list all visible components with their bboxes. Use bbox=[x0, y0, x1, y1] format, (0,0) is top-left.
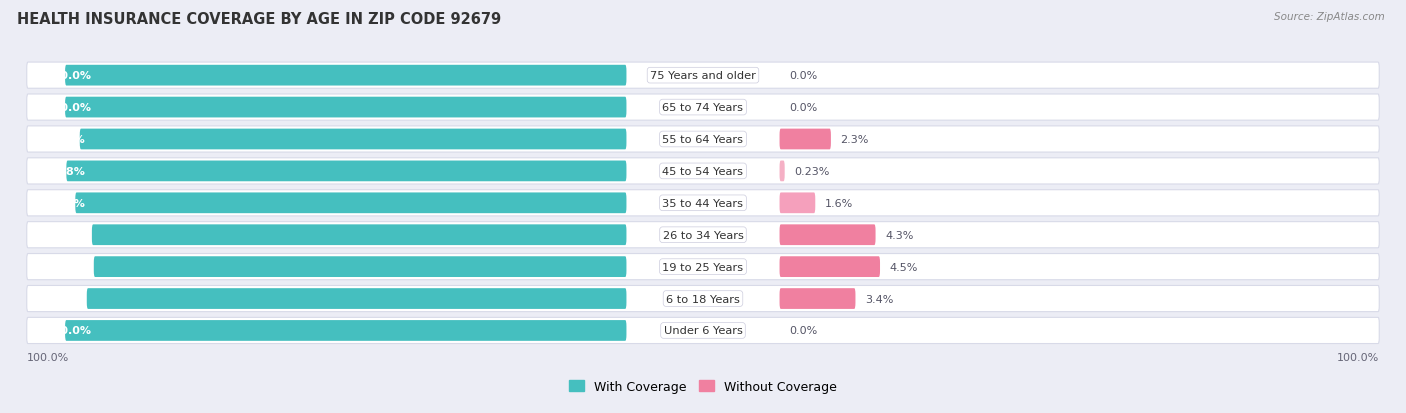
FancyBboxPatch shape bbox=[27, 159, 1379, 185]
Text: 4.5%: 4.5% bbox=[890, 262, 918, 272]
FancyBboxPatch shape bbox=[779, 193, 815, 214]
Text: 75 Years and older: 75 Years and older bbox=[650, 71, 756, 81]
Text: 97.7%: 97.7% bbox=[46, 135, 84, 145]
Text: 45 to 54 Years: 45 to 54 Years bbox=[662, 166, 744, 176]
Text: 0.23%: 0.23% bbox=[794, 166, 830, 176]
Text: 26 to 34 Years: 26 to 34 Years bbox=[662, 230, 744, 240]
FancyBboxPatch shape bbox=[65, 66, 627, 86]
Text: 95.5%: 95.5% bbox=[46, 262, 84, 272]
FancyBboxPatch shape bbox=[91, 225, 627, 245]
Text: 6 to 18 Years: 6 to 18 Years bbox=[666, 294, 740, 304]
FancyBboxPatch shape bbox=[66, 161, 627, 182]
FancyBboxPatch shape bbox=[65, 320, 627, 341]
Text: 4.3%: 4.3% bbox=[886, 230, 914, 240]
FancyBboxPatch shape bbox=[27, 95, 1379, 121]
Text: 99.8%: 99.8% bbox=[46, 166, 84, 176]
Text: 100.0%: 100.0% bbox=[1337, 352, 1379, 362]
FancyBboxPatch shape bbox=[779, 161, 785, 182]
FancyBboxPatch shape bbox=[27, 190, 1379, 216]
Text: 95.8%: 95.8% bbox=[46, 230, 84, 240]
FancyBboxPatch shape bbox=[94, 256, 627, 278]
Text: 98.4%: 98.4% bbox=[46, 198, 84, 208]
FancyBboxPatch shape bbox=[65, 97, 627, 118]
FancyBboxPatch shape bbox=[87, 288, 627, 309]
FancyBboxPatch shape bbox=[27, 286, 1379, 312]
Text: 0.0%: 0.0% bbox=[789, 326, 817, 336]
FancyBboxPatch shape bbox=[80, 129, 627, 150]
Text: Under 6 Years: Under 6 Years bbox=[664, 326, 742, 336]
Text: Source: ZipAtlas.com: Source: ZipAtlas.com bbox=[1274, 12, 1385, 22]
FancyBboxPatch shape bbox=[27, 127, 1379, 153]
FancyBboxPatch shape bbox=[779, 129, 831, 150]
Text: 3.4%: 3.4% bbox=[865, 294, 893, 304]
Text: 100.0%: 100.0% bbox=[46, 326, 91, 336]
Text: HEALTH INSURANCE COVERAGE BY AGE IN ZIP CODE 92679: HEALTH INSURANCE COVERAGE BY AGE IN ZIP … bbox=[17, 12, 501, 27]
FancyBboxPatch shape bbox=[779, 256, 880, 278]
FancyBboxPatch shape bbox=[76, 193, 627, 214]
Text: 65 to 74 Years: 65 to 74 Years bbox=[662, 103, 744, 113]
Text: 100.0%: 100.0% bbox=[46, 103, 91, 113]
Text: 96.6%: 96.6% bbox=[46, 294, 84, 304]
Text: 19 to 25 Years: 19 to 25 Years bbox=[662, 262, 744, 272]
Text: 100.0%: 100.0% bbox=[46, 71, 91, 81]
Text: 55 to 64 Years: 55 to 64 Years bbox=[662, 135, 744, 145]
Legend: With Coverage, Without Coverage: With Coverage, Without Coverage bbox=[569, 380, 837, 393]
FancyBboxPatch shape bbox=[27, 63, 1379, 89]
Text: 2.3%: 2.3% bbox=[841, 135, 869, 145]
FancyBboxPatch shape bbox=[779, 288, 855, 309]
FancyBboxPatch shape bbox=[27, 318, 1379, 344]
Text: 0.0%: 0.0% bbox=[789, 103, 817, 113]
FancyBboxPatch shape bbox=[27, 222, 1379, 248]
Text: 100.0%: 100.0% bbox=[27, 352, 69, 362]
Text: 35 to 44 Years: 35 to 44 Years bbox=[662, 198, 744, 208]
FancyBboxPatch shape bbox=[27, 254, 1379, 280]
FancyBboxPatch shape bbox=[779, 225, 876, 245]
Text: 0.0%: 0.0% bbox=[789, 71, 817, 81]
Text: 1.6%: 1.6% bbox=[825, 198, 853, 208]
